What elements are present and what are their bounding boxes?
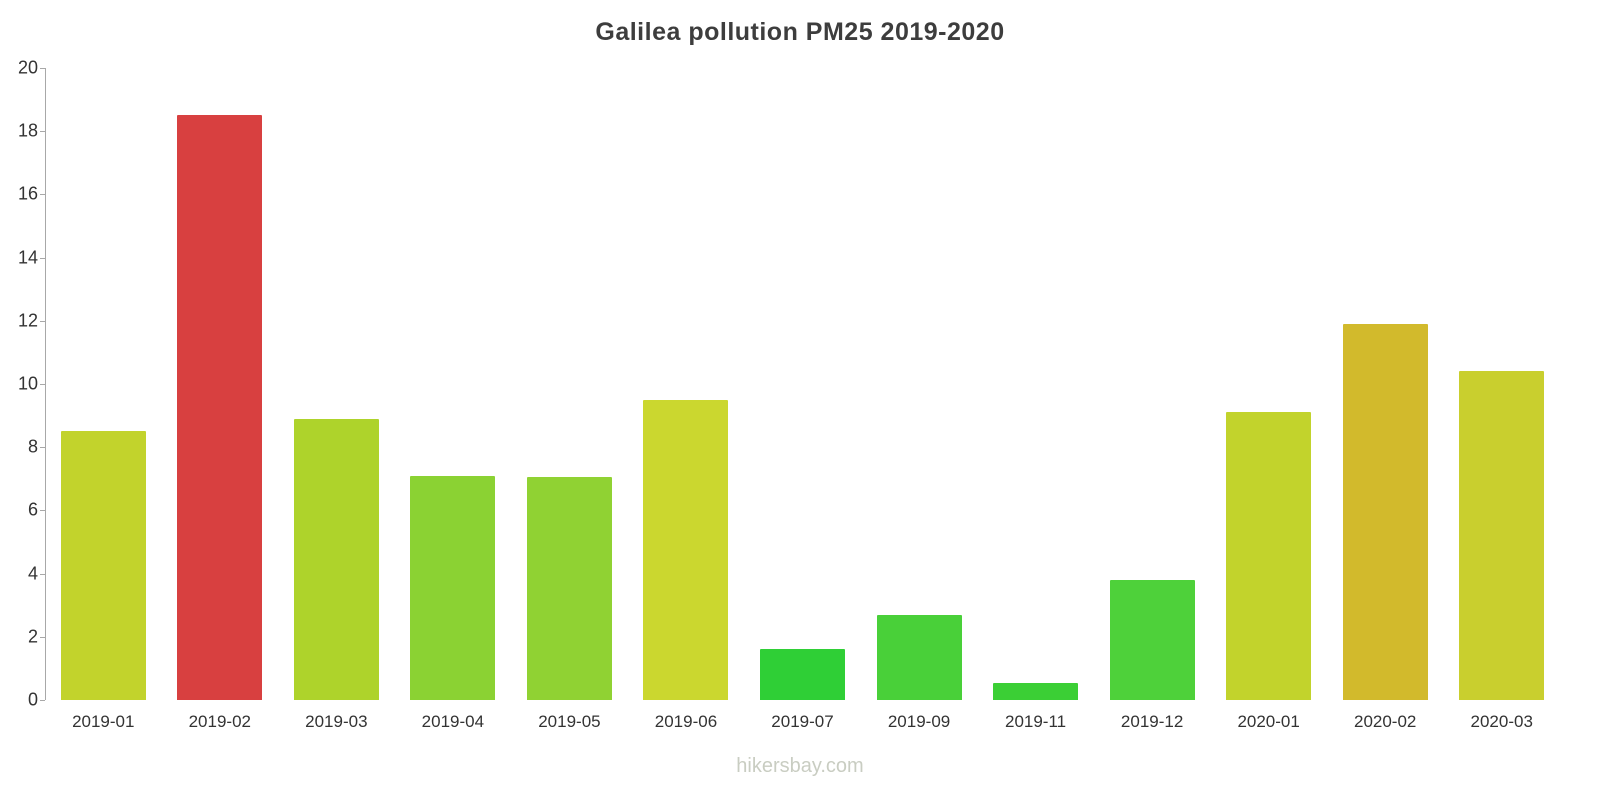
bar-2019-01 xyxy=(60,431,146,700)
x-axis-tick-label: 2019-05 xyxy=(538,712,601,731)
bar-2020-02 xyxy=(1342,323,1428,700)
y-axis-tick-label: 2 xyxy=(27,626,38,647)
y-axis-tick-mark xyxy=(40,447,45,449)
x-axis-tick-label: 2019-04 xyxy=(421,712,485,731)
y-axis-tick-mark xyxy=(40,636,45,638)
y-axis-tick-mark xyxy=(40,700,45,701)
y-axis-tick-mark xyxy=(40,510,45,512)
y-axis-tick-mark xyxy=(40,68,45,69)
y-axis-tick-mark xyxy=(40,573,45,575)
y-axis-tick-label: 8 xyxy=(27,436,38,457)
x-axis-tick-label: 2019-02 xyxy=(188,712,251,731)
bar-2019-07 xyxy=(760,649,845,700)
x-axis-tick-label: 2019-12 xyxy=(1120,712,1184,731)
y-axis-tick-mark xyxy=(40,320,45,322)
bar-2019-02 xyxy=(177,115,263,700)
bar-2020-01 xyxy=(1226,412,1312,700)
y-axis-tick-mark xyxy=(40,384,45,385)
y-axis-tick-label: 4 xyxy=(27,563,38,584)
x-axis-tick-label: 2019-11 xyxy=(1004,712,1067,731)
x-axis-tick-label: 2020-02 xyxy=(1353,712,1417,731)
bar-2019-11 xyxy=(993,682,1079,700)
bar-2019-05 xyxy=(526,477,612,700)
plot-area xyxy=(45,68,1560,700)
bar-2019-12 xyxy=(1109,579,1195,700)
chart-title: Galilea pollution PM25 2019-2020 xyxy=(595,18,1005,46)
bar-2019-03 xyxy=(293,418,379,700)
x-axis-tick-label: 2020-03 xyxy=(1470,712,1533,731)
y-axis-tick-label: 10 xyxy=(17,373,38,394)
x-axis-tick-label: 2019-01 xyxy=(72,712,135,731)
y-axis-line xyxy=(45,68,46,700)
y-axis-tick-label: 20 xyxy=(17,57,38,78)
x-axis-tick-label: 2019-03 xyxy=(305,712,368,731)
bar-2019-06 xyxy=(643,399,729,700)
x-axis-tick-label: 2019-07 xyxy=(771,712,834,731)
y-axis-tick-label: 16 xyxy=(17,183,38,204)
y-axis-tick-label: 6 xyxy=(27,499,38,520)
x-axis-tick-label: 2019-06 xyxy=(654,712,718,731)
bar-2019-09 xyxy=(876,614,962,700)
y-axis-tick-label: 14 xyxy=(17,247,38,268)
chart-footer-watermark: hikersbay.com xyxy=(736,755,864,777)
y-axis-tick-mark xyxy=(40,131,45,133)
y-axis-tick-label: 0 xyxy=(27,689,38,710)
x-axis-tick-label: 2019-09 xyxy=(887,712,951,731)
x-axis-tick-label: 2020-01 xyxy=(1237,712,1300,731)
y-axis-tick-mark xyxy=(40,194,45,196)
y-axis-tick-mark xyxy=(40,257,45,259)
bar-2020-03 xyxy=(1459,371,1545,700)
bar-2019-04 xyxy=(410,475,496,700)
y-axis-tick-label: 18 xyxy=(17,120,38,141)
y-axis-tick-label: 12 xyxy=(17,310,38,331)
